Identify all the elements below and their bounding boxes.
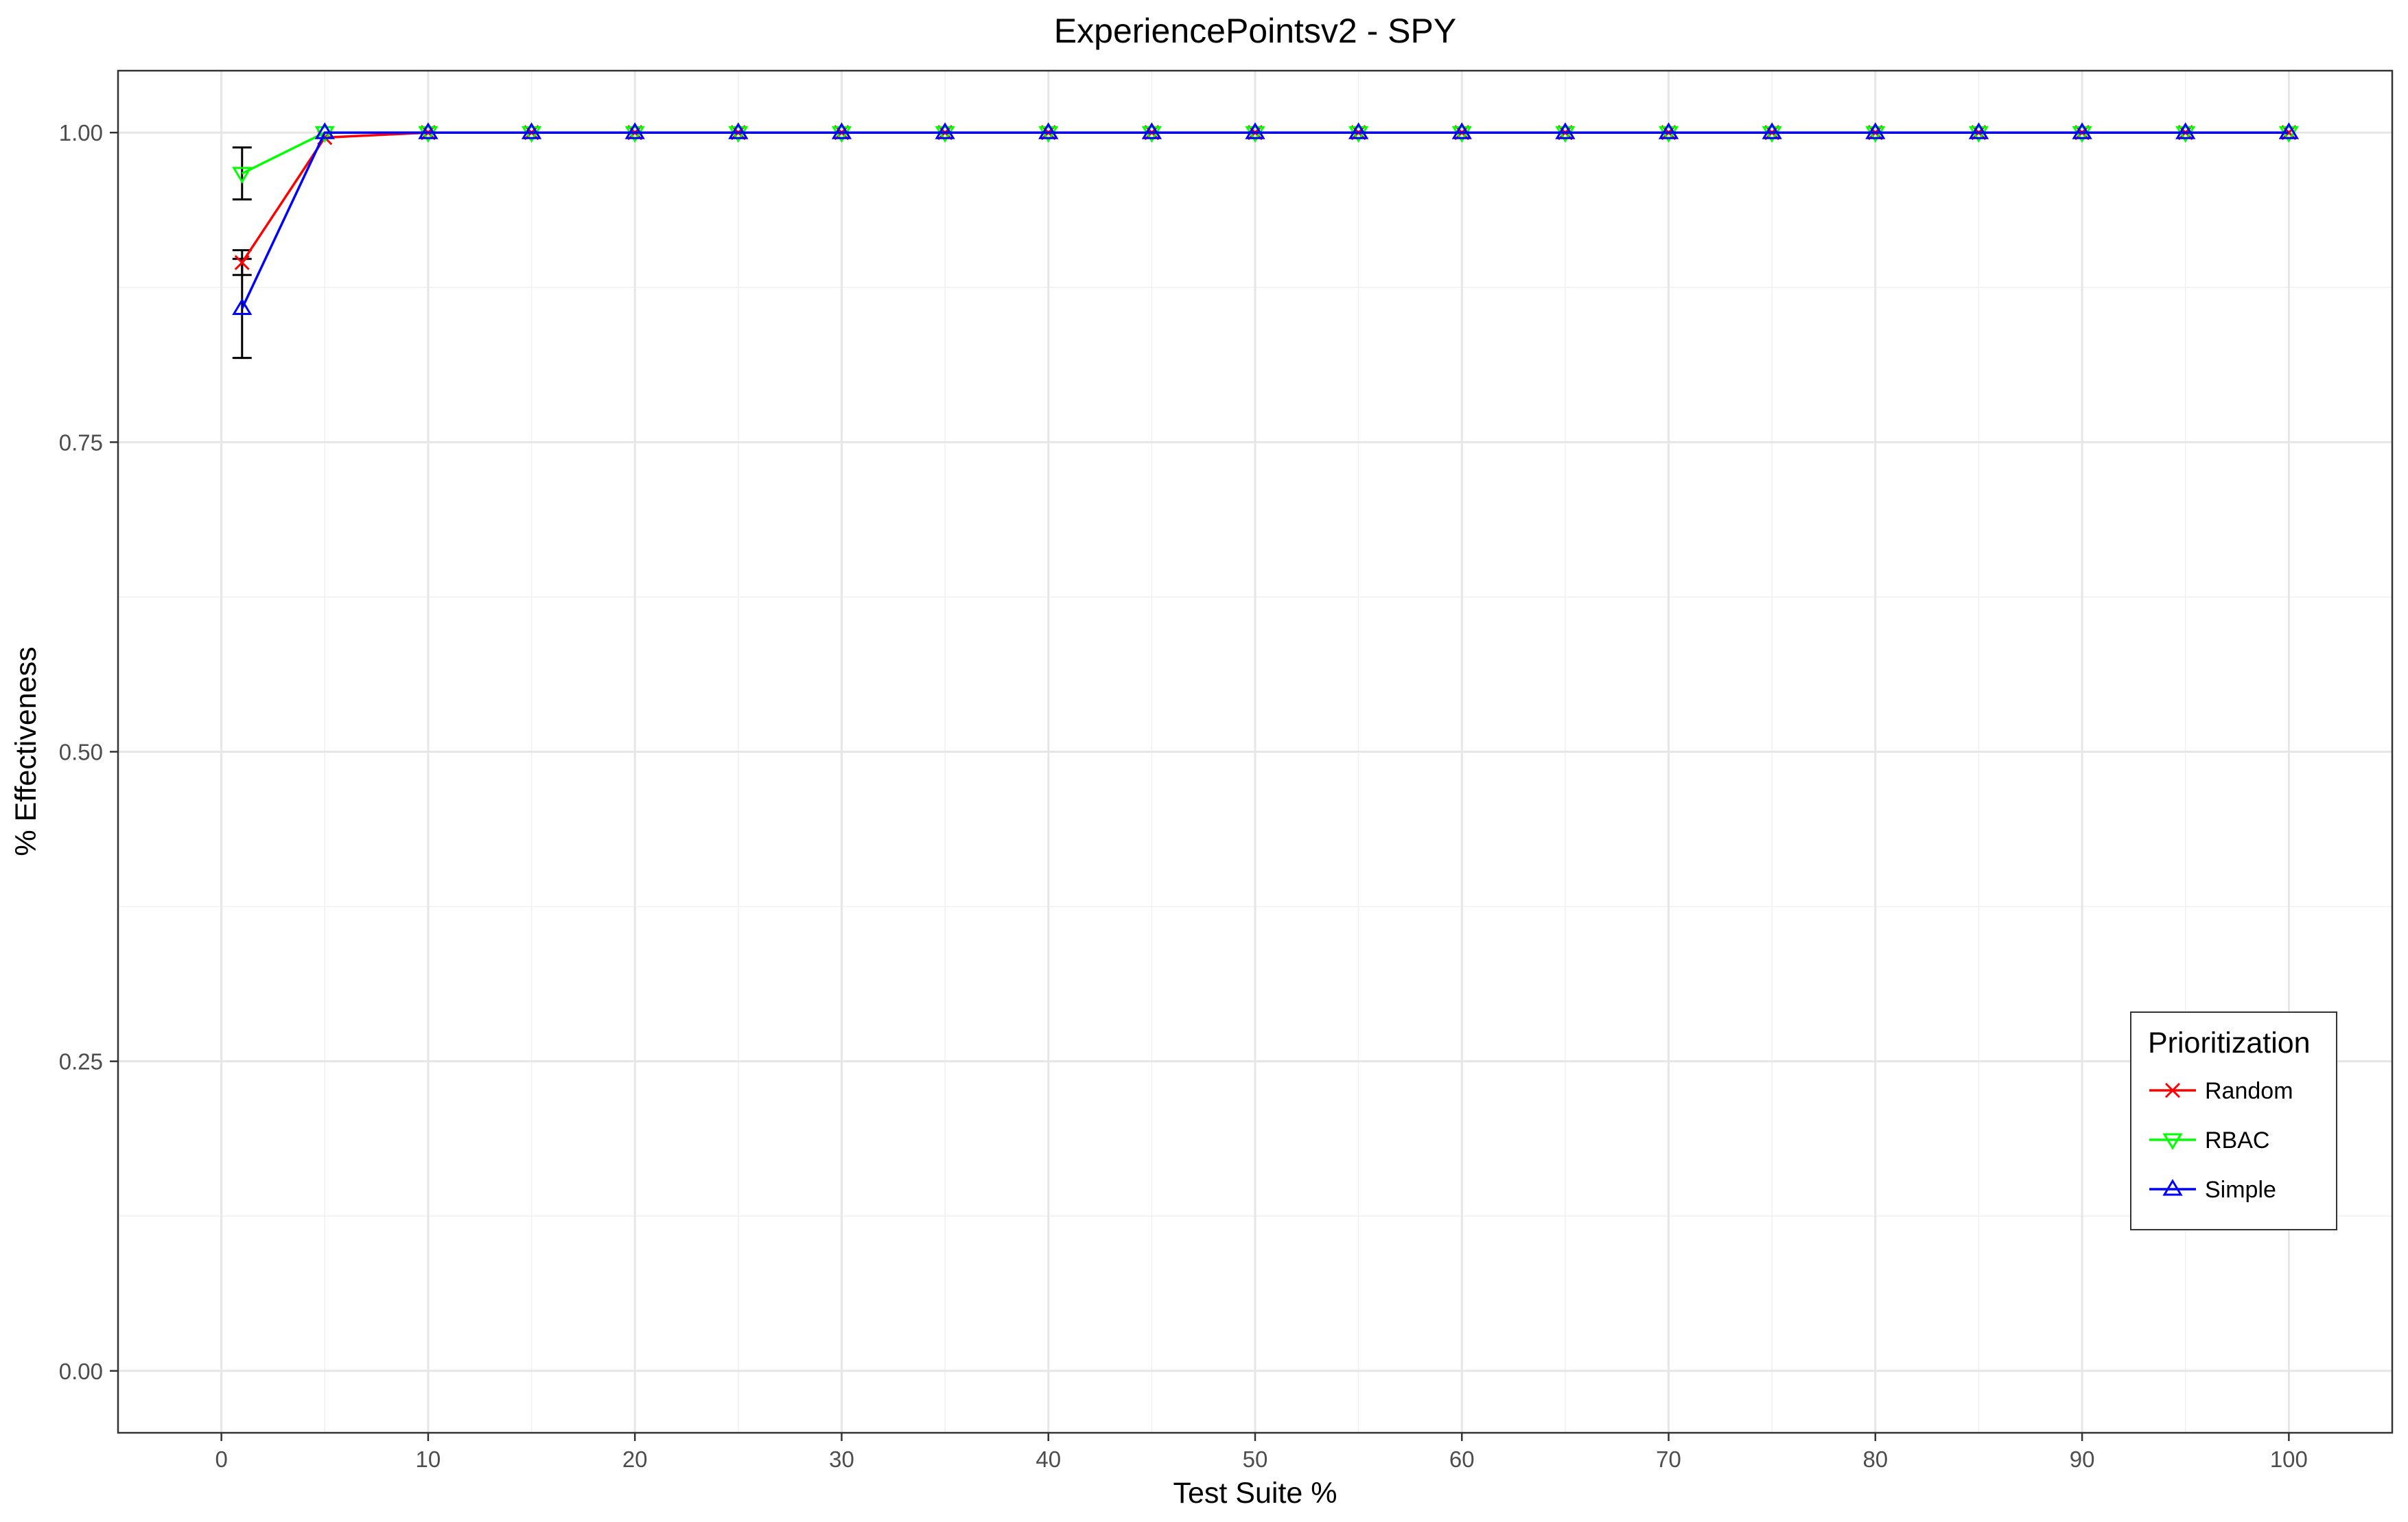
data-point-rbac	[1245, 126, 1265, 143]
data-point-rbac	[314, 126, 335, 143]
data-point-rbac	[521, 126, 542, 143]
data-point-simple	[1968, 122, 1989, 139]
grid-lines	[118, 71, 2392, 1433]
data-point-simple	[1038, 122, 1059, 139]
legend-entry-rbac: RBAC	[2149, 1127, 2269, 1154]
x-tick-label: 10	[416, 1447, 441, 1472]
legend-label: Random	[2205, 1078, 2293, 1104]
data-point-rbac	[831, 126, 852, 143]
x-tick-label: 30	[829, 1447, 854, 1472]
data-point-simple	[831, 122, 852, 139]
series-line-random	[241, 131, 2289, 264]
data-point-rbac	[2278, 126, 2300, 143]
x-tick-label: 90	[2070, 1447, 2095, 1472]
x-tick-label: 100	[2270, 1447, 2308, 1472]
data-point-simple	[1348, 122, 1369, 139]
data-point-rbac	[2175, 126, 2196, 143]
legend-label: Simple	[2205, 1177, 2276, 1203]
legend: Prioritization Random RBAC Simple	[2130, 1011, 2337, 1230]
y-tick-label: 0.00	[59, 1359, 103, 1384]
x-tick-label: 0	[215, 1447, 227, 1472]
x-tick-label: 60	[1449, 1447, 1475, 1472]
data-point-rbac	[1968, 126, 1989, 143]
data-point-simple	[2278, 122, 2300, 139]
data-point-simple	[2072, 122, 2092, 139]
data-point-rbac	[1865, 126, 1886, 143]
legend-title: Prioritization	[2148, 1027, 2311, 1059]
y-axis-label: % Effectiveness	[10, 646, 43, 856]
data-point-rbac	[935, 126, 955, 143]
data-point-simple	[2175, 122, 2196, 139]
data-point-rbac	[1141, 126, 1162, 143]
data-point-rbac	[418, 126, 439, 143]
data-point-simple	[624, 122, 645, 139]
data-point-rbac	[232, 167, 253, 184]
data-point-simple	[1658, 122, 1679, 139]
data-point-rbac	[1451, 126, 1472, 143]
x-tick-label: 20	[622, 1447, 648, 1472]
data-point-rbac	[624, 126, 645, 143]
x-tick-label: 40	[1036, 1447, 1061, 1472]
y-tick-label: 1.00	[59, 120, 103, 145]
data-point-simple	[1451, 122, 1472, 139]
y-tick-label: 0.75	[59, 430, 103, 455]
series-simple	[232, 122, 2300, 315]
data-point-simple	[314, 122, 335, 139]
data-point-rbac	[2072, 126, 2092, 143]
legend-key-marker	[2162, 1133, 2183, 1150]
data-point-simple	[1865, 122, 1886, 139]
legend-entry-simple: Simple	[2149, 1177, 2276, 1203]
legend-label: RBAC	[2205, 1127, 2269, 1154]
data-point-simple	[1141, 122, 1162, 139]
x-axis-label: Test Suite %	[1173, 1477, 1337, 1510]
legend-entry-random: Random	[2149, 1078, 2293, 1104]
data-point-rbac	[1038, 126, 1059, 143]
chart-title: ExperiencePointsv2 - SPY	[1054, 12, 1456, 50]
series-rbac	[232, 126, 2300, 184]
y-tick-label: 0.50	[59, 740, 103, 765]
data-point-simple	[232, 298, 253, 315]
marker-stroke	[234, 255, 250, 270]
axes: 0 10 20 30 40 50 60 70 80 90 100 0.00 0.25 0.50 0.75 1.…	[59, 120, 2308, 1472]
y-tick-label: 0.25	[59, 1049, 103, 1075]
series-random	[234, 125, 2297, 270]
marker-stroke	[2164, 1082, 2181, 1099]
x-tick-label: 80	[1862, 1447, 1888, 1472]
data-point-simple	[728, 122, 749, 139]
data-point-rbac	[1658, 126, 1679, 143]
data-point-rbac	[1555, 126, 1576, 143]
data-point-simple	[521, 122, 542, 139]
data-point-rbac	[1348, 126, 1369, 143]
data-point-simple	[1245, 122, 1265, 139]
data-point-rbac	[728, 126, 749, 143]
data-point-simple	[935, 122, 955, 139]
series-lines	[232, 122, 2300, 315]
legend-key-marker	[2162, 1179, 2183, 1196]
x-tick-label: 70	[1656, 1447, 1681, 1472]
x-tick-label: 50	[1243, 1447, 1268, 1472]
data-point-simple	[1555, 122, 1576, 139]
legend-key-marker	[2164, 1082, 2181, 1099]
series-line-simple	[241, 131, 2289, 309]
error-bar-rbac	[232, 146, 252, 201]
data-point-random	[234, 255, 250, 270]
data-point-simple	[1762, 122, 1782, 139]
data-point-rbac	[1762, 126, 1782, 143]
data-point-simple	[418, 122, 439, 139]
